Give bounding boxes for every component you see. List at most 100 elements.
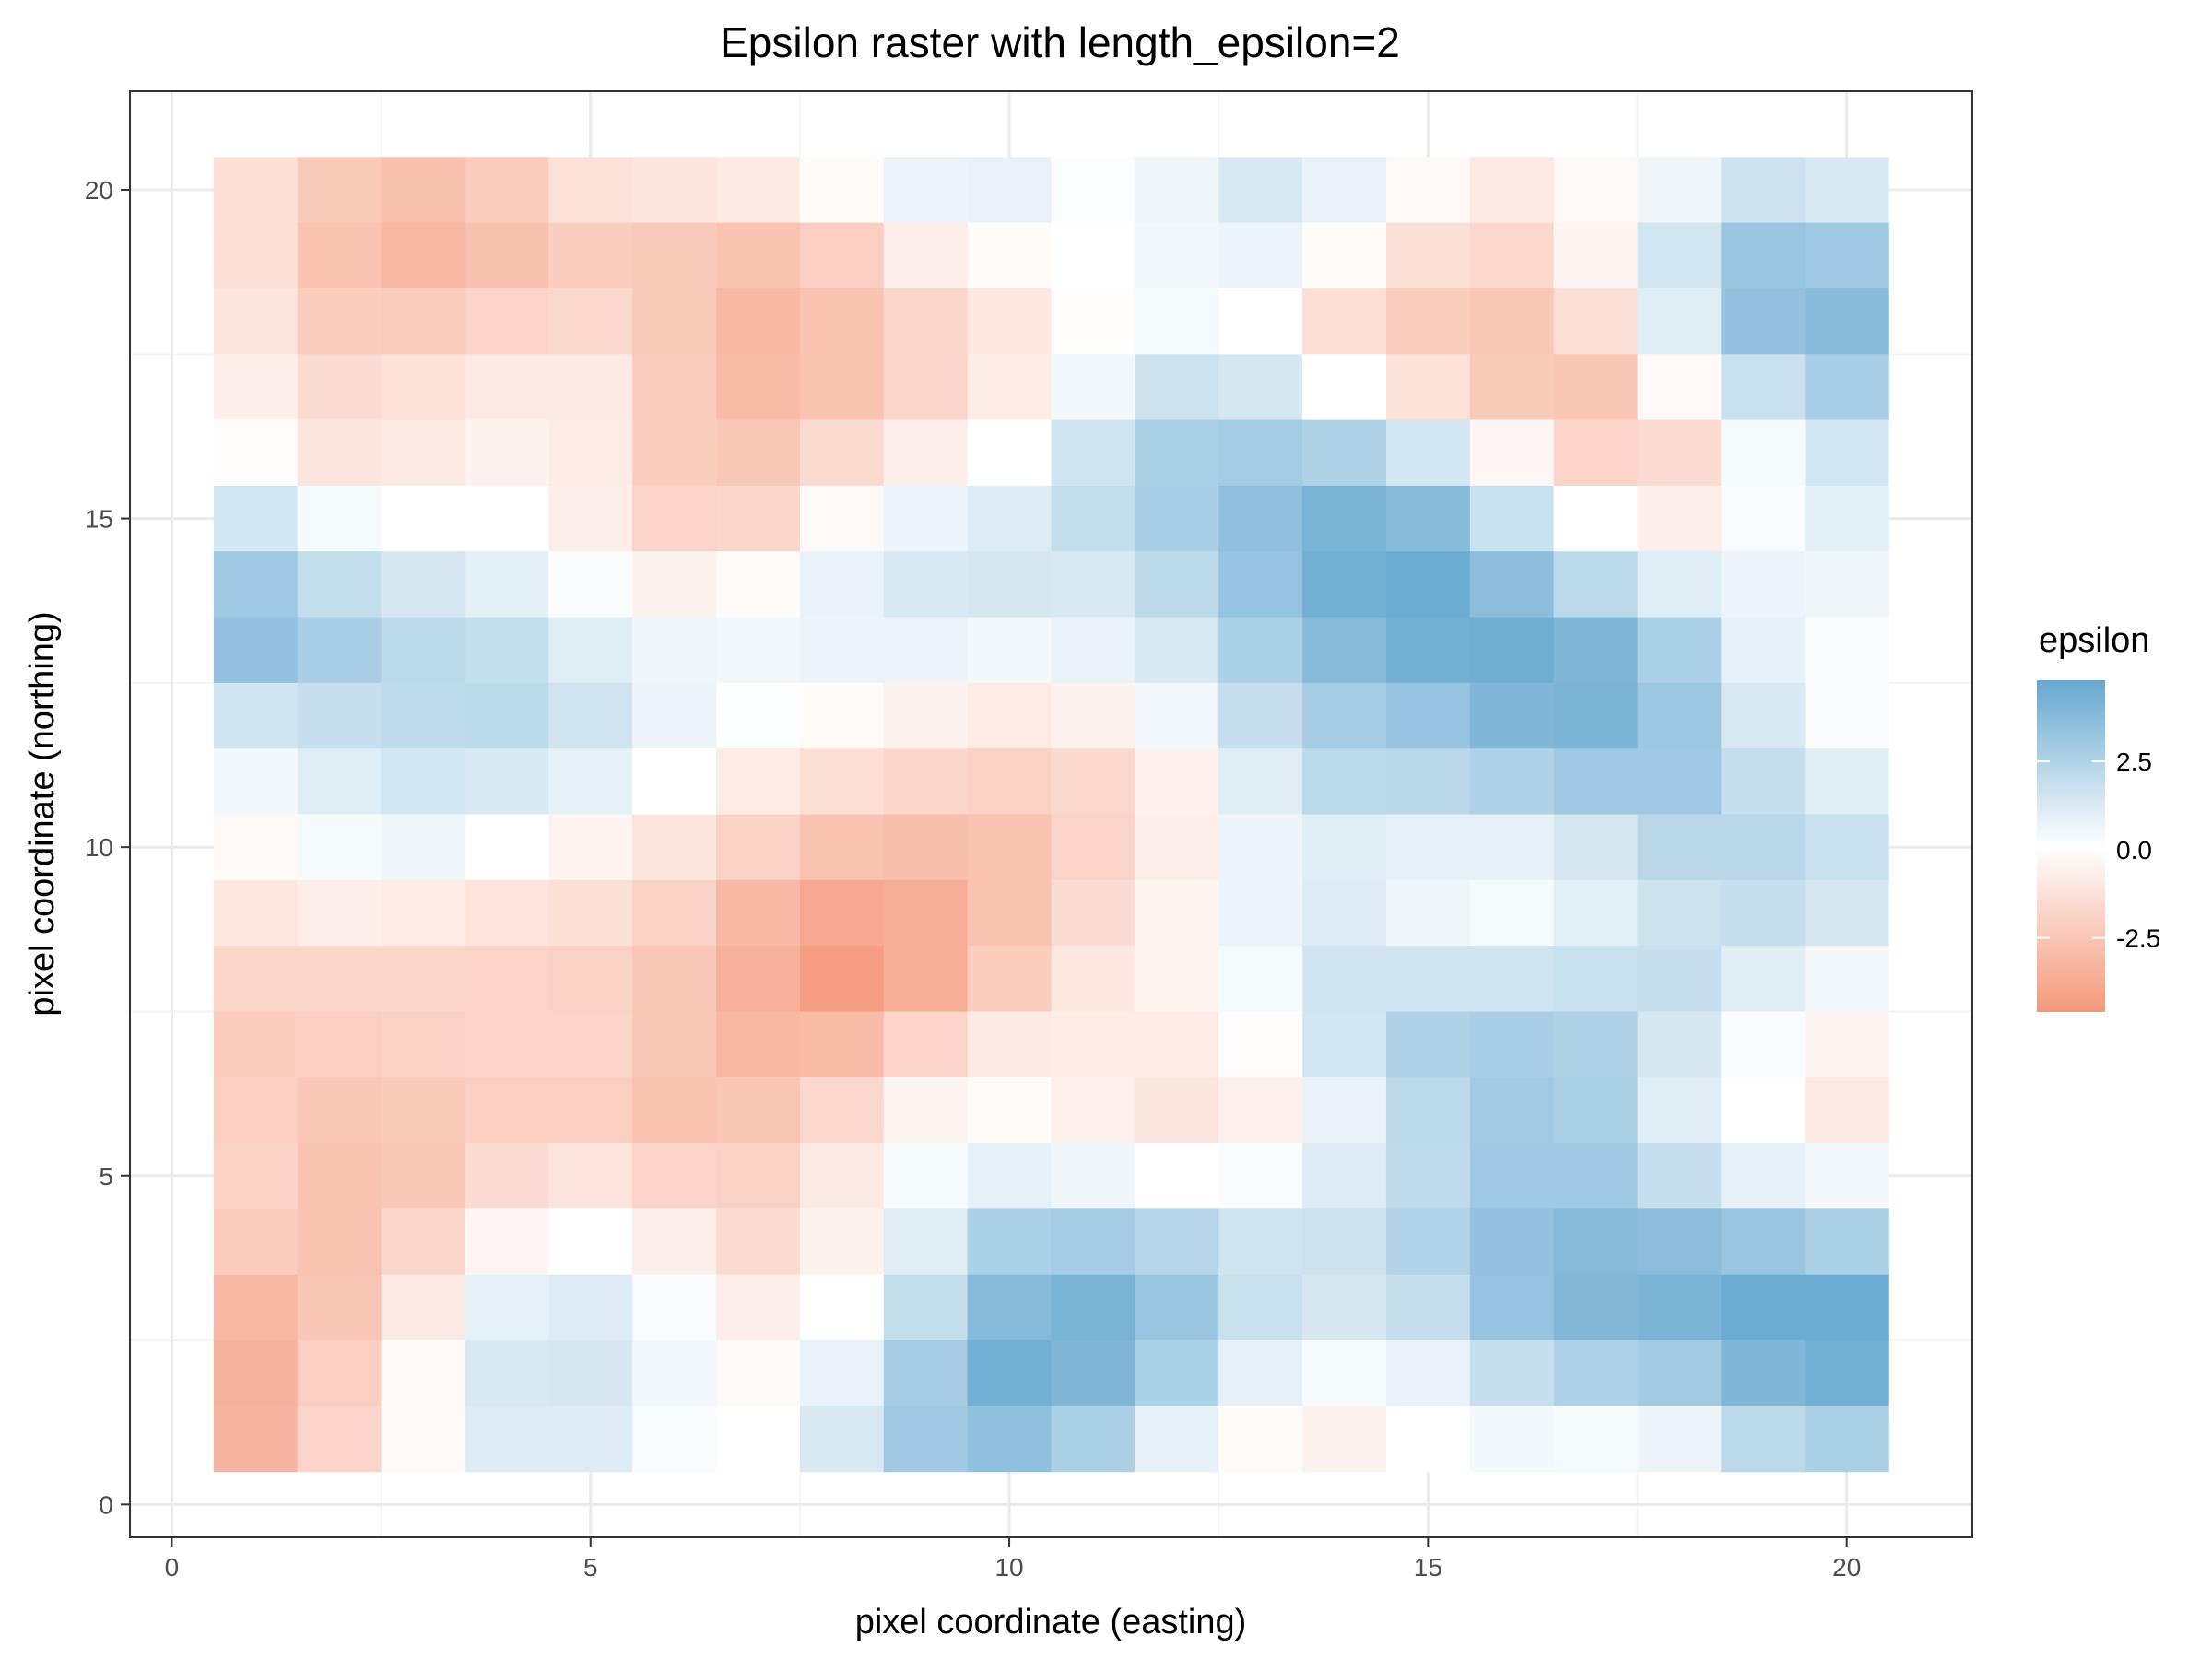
raster-tile xyxy=(1051,1011,1135,1078)
raster-tile xyxy=(967,1011,1053,1078)
raster-tile xyxy=(1637,1077,1723,1144)
chart-title: Epsilon raster with length_epsilon=2 xyxy=(720,18,1400,66)
raster-tile xyxy=(1385,879,1471,947)
raster-tile xyxy=(967,1143,1053,1210)
raster-tile xyxy=(967,682,1053,749)
raster-tile xyxy=(1805,1011,1889,1078)
raster-tile xyxy=(799,946,885,1013)
raster-tile xyxy=(1051,682,1135,749)
raster-tile xyxy=(1135,617,1219,684)
raster-tile xyxy=(297,1077,382,1144)
raster-tile xyxy=(1218,1406,1303,1473)
raster-tile xyxy=(1051,1406,1135,1473)
raster-tile xyxy=(465,354,549,421)
raster-tile xyxy=(1805,485,1889,552)
raster-tile xyxy=(297,1011,382,1078)
raster-tile xyxy=(1553,1406,1639,1473)
raster-tile xyxy=(1051,354,1135,421)
raster-tile xyxy=(1218,748,1303,816)
raster-tile xyxy=(967,1077,1053,1144)
raster-tile xyxy=(799,1077,885,1144)
raster-tile xyxy=(548,288,633,355)
raster-tile xyxy=(632,879,717,947)
raster-tile xyxy=(381,419,466,487)
raster-tile xyxy=(1385,1208,1471,1276)
colorbar-tick-label: 0.0 xyxy=(2116,836,2152,865)
raster-tile xyxy=(1135,222,1219,289)
raster-tile xyxy=(1637,1143,1723,1210)
raster-tile xyxy=(716,1274,801,1341)
raster-tile xyxy=(716,946,801,1013)
raster-tile xyxy=(1135,682,1219,749)
raster-tile xyxy=(799,288,885,355)
raster-tile xyxy=(716,485,801,552)
raster-tile xyxy=(548,879,633,947)
raster-tile xyxy=(1553,1143,1639,1210)
raster-tile xyxy=(1385,946,1471,1013)
raster-tile xyxy=(381,1011,466,1078)
raster-tile xyxy=(632,551,717,618)
raster-tile xyxy=(1721,419,1806,487)
raster-tile xyxy=(297,419,382,487)
raster-tile xyxy=(1721,288,1806,355)
raster-tile xyxy=(465,1274,549,1341)
raster-tile xyxy=(1553,682,1639,749)
colorbar-tick-label: -2.5 xyxy=(2116,924,2160,953)
raster-tile xyxy=(1302,354,1387,421)
raster-tile xyxy=(1385,814,1471,881)
raster-tile xyxy=(465,485,549,552)
raster-tile xyxy=(465,419,549,487)
raster-tile xyxy=(1721,617,1806,684)
raster-tile xyxy=(1135,1406,1219,1473)
raster-tile xyxy=(967,419,1053,487)
raster-tile xyxy=(381,1274,466,1341)
raster-tile xyxy=(213,354,299,421)
raster-tile xyxy=(297,682,382,749)
raster-tile xyxy=(967,485,1053,552)
raster-tile xyxy=(1218,879,1303,947)
raster-tile xyxy=(1218,551,1303,618)
raster-tile xyxy=(1805,617,1889,684)
raster-tile xyxy=(1721,814,1806,881)
colorbar-tick-label: 2.5 xyxy=(2116,747,2152,776)
raster-tile xyxy=(465,551,549,618)
raster-tile xyxy=(1385,748,1471,816)
raster-tile xyxy=(213,748,299,816)
raster-tile xyxy=(381,288,466,355)
raster-tile xyxy=(1302,1406,1387,1473)
raster-tile xyxy=(967,1274,1053,1341)
raster-tile xyxy=(1805,879,1889,947)
raster-tile xyxy=(883,1406,969,1473)
raster-tile xyxy=(1553,1340,1639,1406)
raster-tile xyxy=(1553,157,1639,224)
raster-tile xyxy=(297,551,382,618)
raster-tile xyxy=(1051,617,1135,684)
raster-tile xyxy=(1302,419,1387,487)
raster-tile xyxy=(1051,1340,1135,1406)
raster-tile xyxy=(1721,946,1806,1013)
raster-tile xyxy=(632,1143,717,1210)
x-tick-label: 0 xyxy=(165,1553,180,1582)
raster-tile xyxy=(548,1011,633,1078)
raster-tile xyxy=(213,814,299,881)
raster-tile xyxy=(297,1340,382,1406)
raster-tile xyxy=(1302,1011,1387,1078)
raster-tile xyxy=(799,485,885,552)
raster-tile xyxy=(1637,288,1723,355)
raster-tile xyxy=(465,748,549,816)
raster-tile xyxy=(548,682,633,749)
raster-tile xyxy=(297,1143,382,1210)
raster-tile xyxy=(213,1011,299,1078)
raster-tile xyxy=(799,682,885,749)
raster-tile xyxy=(632,157,717,224)
y-tick-label: 0 xyxy=(99,1490,113,1519)
raster-tile xyxy=(1805,551,1889,618)
raster-tile xyxy=(1051,485,1135,552)
raster-tile xyxy=(1218,157,1303,224)
raster-tile xyxy=(1805,748,1889,816)
raster-tile xyxy=(1302,1340,1387,1406)
x-axis-title: pixel coordinate (easting) xyxy=(855,1603,1247,1641)
raster-tile xyxy=(1051,1208,1135,1276)
raster-tile xyxy=(1051,1077,1135,1144)
raster-tile xyxy=(967,814,1053,881)
